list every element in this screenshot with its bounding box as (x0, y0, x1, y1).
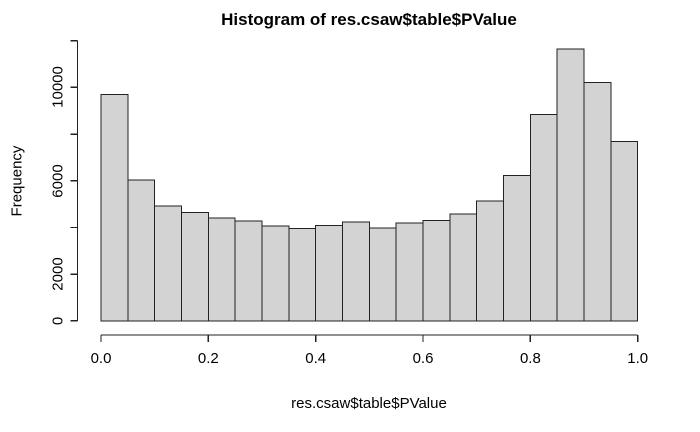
histogram-bar (476, 200, 505, 322)
y-tick-label: 6000 (49, 164, 67, 198)
x-tick-label: 0.8 (519, 350, 541, 367)
histogram-bar (207, 217, 236, 322)
histogram-bar (583, 82, 612, 322)
histogram-bar (234, 220, 263, 322)
x-tick-label: 0.2 (197, 350, 219, 367)
histogram-bar (127, 179, 156, 322)
y-tick-label: 2000 (49, 257, 67, 291)
histogram-bar (100, 93, 129, 322)
x-tick-label: 0.6 (412, 350, 434, 367)
histogram-bar (610, 140, 639, 322)
histogram-bar (342, 221, 370, 322)
histogram-bar (503, 175, 531, 322)
histogram-bar (422, 220, 451, 322)
chart-title: Histogram of res.csaw$table$PValue (221, 10, 517, 29)
histogram-bar (556, 48, 585, 322)
histogram-bar (368, 227, 397, 322)
histogram-bar (529, 113, 558, 322)
x-tick-label: 1.0 (627, 350, 649, 367)
histogram-bar (288, 227, 317, 322)
y-tick-label: 0 (49, 316, 67, 326)
x-axis-label: res.csaw$table$PValue (291, 395, 447, 412)
histogram-bar (395, 222, 424, 322)
y-axis-label: Frequency (8, 145, 26, 217)
y-tick-label: 10000 (49, 66, 67, 109)
x-tick-label: 0.0 (90, 350, 112, 367)
histogram-bar (154, 205, 182, 322)
histogram-bar (181, 212, 209, 322)
histogram-bar (315, 224, 344, 322)
histogram-bar (449, 213, 478, 322)
histogram-bar (261, 225, 290, 322)
x-tick-label: 0.4 (305, 350, 327, 367)
